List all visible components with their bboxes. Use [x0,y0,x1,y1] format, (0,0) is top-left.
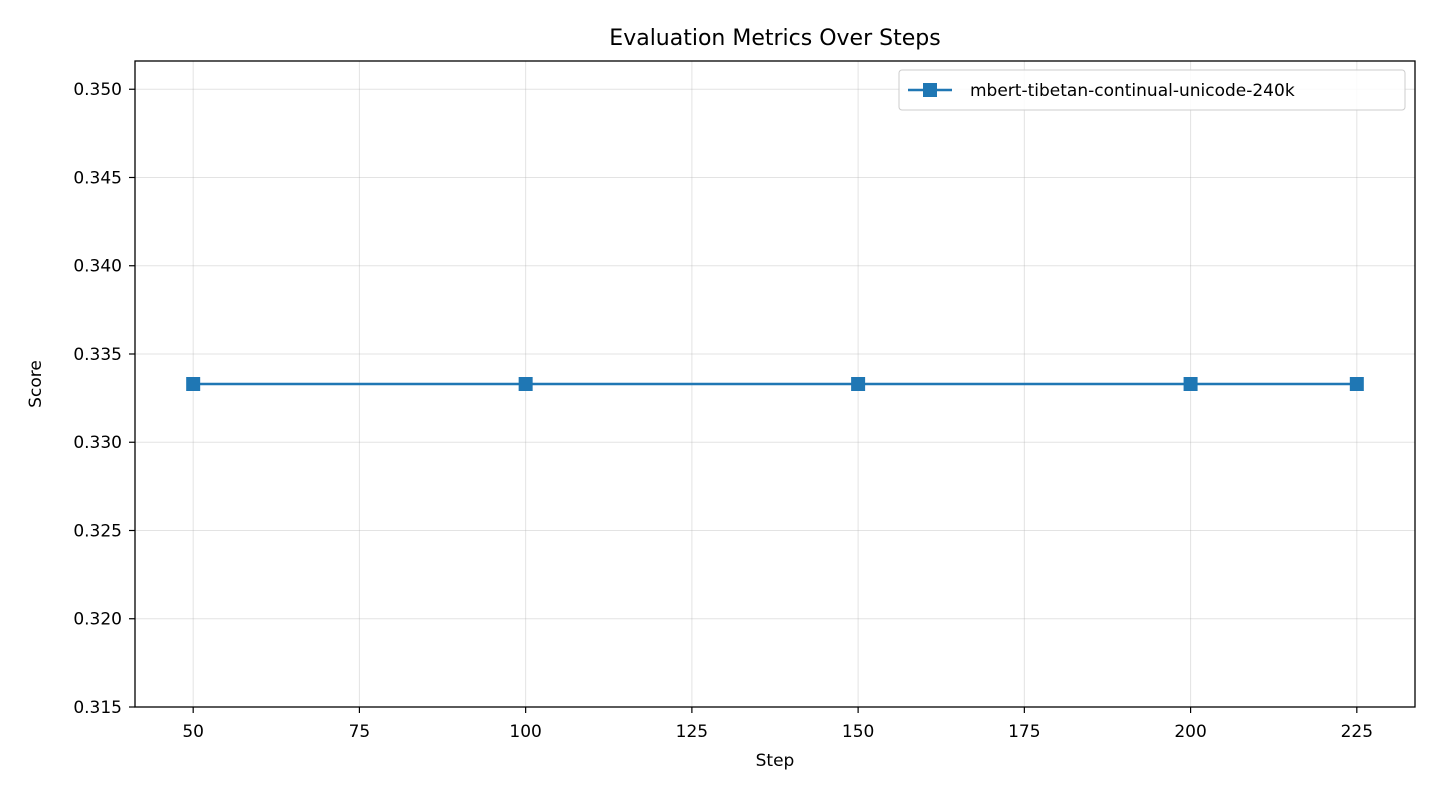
x-tick-label: 200 [1174,722,1206,742]
legend-box [898,69,1406,111]
y-tick-label: 0.330 [73,433,122,453]
y-tick-label: 0.325 [73,521,122,541]
y-tick-label: 0.350 [73,80,122,100]
x-tick-label: 150 [842,722,874,742]
y-tick-label: 0.335 [73,345,122,365]
chart-title: Evaluation Metrics Over Steps [609,26,940,51]
data-point [186,377,201,391]
x-tick-label: 100 [509,722,541,742]
x-tick-label: 175 [1008,722,1040,742]
data-point [851,377,866,391]
data-point [518,377,533,391]
x-tick-label: 75 [349,722,371,742]
x-tick-label: 50 [182,722,204,742]
y-axis-label: Score [26,360,46,408]
plot-frame [134,60,1416,708]
x-axis-label: Step [756,751,795,771]
legend-marker [923,83,937,97]
series-layer [186,377,1364,391]
x-tick-label: 225 [1341,722,1373,742]
y-tick-label: 0.340 [73,257,122,277]
legend: mbert-tibetan-continual-unicode-240k [898,69,1406,111]
y-tick-label: 0.320 [73,610,122,630]
x-axis-ticks: 50 75 100 125 150 175 200 225 [182,707,1373,742]
y-tick-label: 0.345 [73,168,122,188]
data-point [1349,377,1364,391]
y-tick-label: 0.315 [73,698,122,718]
data-point [1183,377,1198,391]
legend-label: mbert-tibetan-continual-unicode-240k [970,81,1295,101]
y-axis-ticks: 0.315 0.320 0.325 0.330 0.335 0.340 0.345 0.350 [73,80,135,718]
x-tick-label: 125 [676,722,708,742]
